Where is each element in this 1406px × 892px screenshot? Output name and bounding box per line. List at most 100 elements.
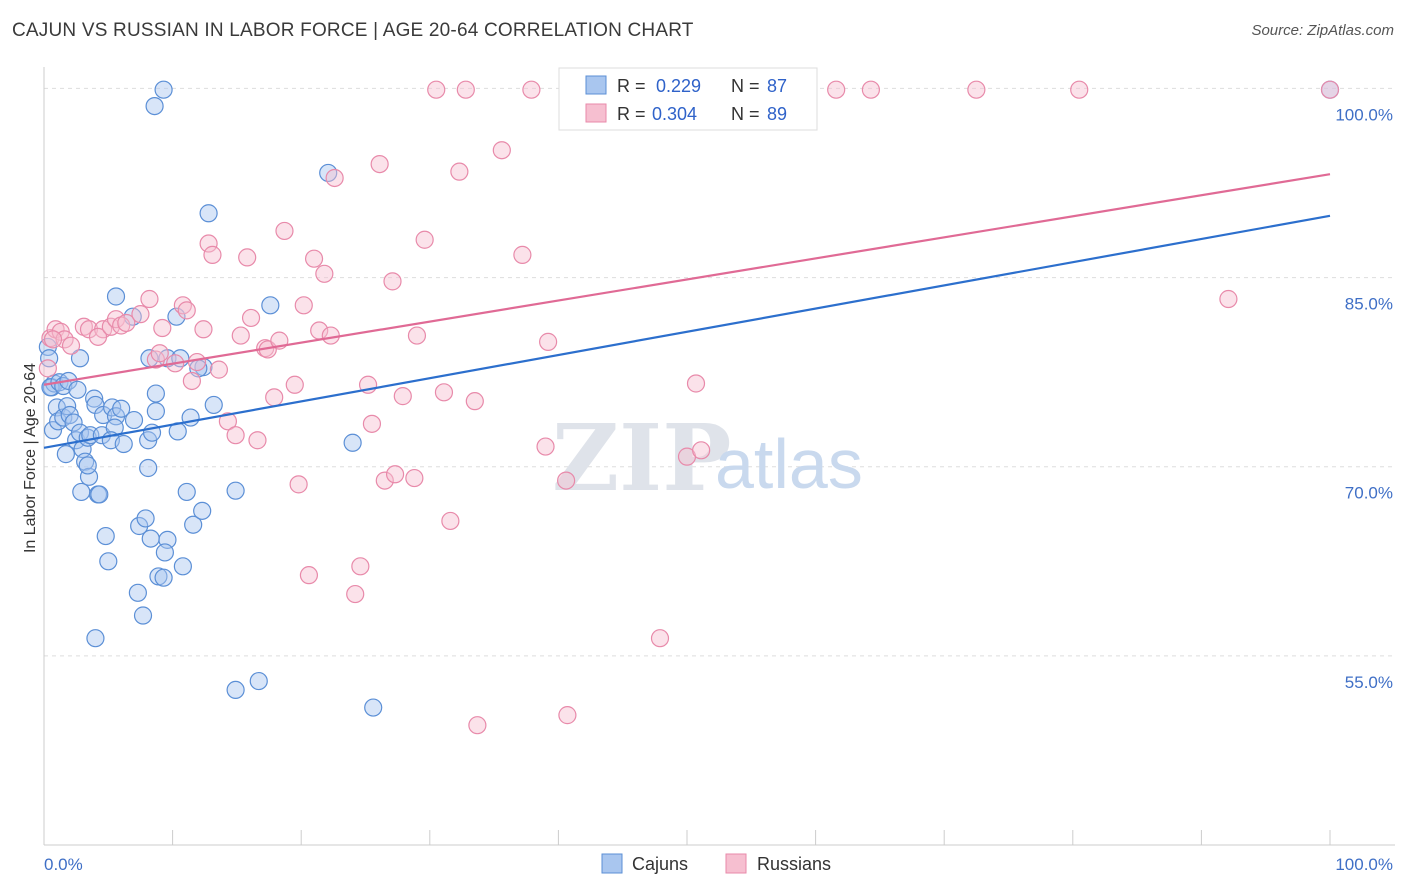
x-tick-label-max: 100.0% xyxy=(1335,855,1393,874)
cajun-point xyxy=(226,680,245,700)
russian-point xyxy=(375,471,394,490)
cajun-point xyxy=(154,568,173,587)
russian-point xyxy=(557,471,576,490)
cajun-point xyxy=(184,515,203,534)
legend-r-value-cajuns: 0.229 xyxy=(656,76,701,96)
russian-point xyxy=(434,383,454,402)
bottom-legend-label-cajuns: Cajuns xyxy=(632,854,688,874)
legend-swatch-cajuns xyxy=(585,75,607,95)
series-cajuns-points xyxy=(38,80,1340,717)
russian-point xyxy=(315,264,334,283)
watermark: ZIP atlas xyxy=(552,404,863,512)
russian-point xyxy=(967,80,986,99)
russian-point xyxy=(407,326,427,345)
cajun-point xyxy=(145,96,164,116)
cajun-point xyxy=(226,481,245,500)
cajun-point xyxy=(343,433,362,452)
russian-point xyxy=(468,716,487,735)
bottom-legend-swatch-russians xyxy=(725,853,747,874)
russian-point xyxy=(1219,289,1238,309)
trendlines xyxy=(43,173,1331,449)
russian-point xyxy=(285,375,304,394)
russian-point xyxy=(61,336,81,355)
russian-point xyxy=(241,308,261,328)
x-ticks xyxy=(43,830,1331,845)
cajun-point xyxy=(199,204,218,223)
russian-point xyxy=(692,441,711,460)
russian-point xyxy=(351,557,370,576)
cajun-point xyxy=(139,458,158,478)
russian-point xyxy=(231,326,250,345)
legend-r-value-russians: 0.304 xyxy=(652,104,697,124)
cajun-point xyxy=(173,557,192,576)
russian-point xyxy=(383,272,402,291)
russian-point xyxy=(362,414,382,433)
cajun-point xyxy=(177,482,196,502)
russian-point xyxy=(38,359,57,378)
russian-point xyxy=(325,168,344,188)
russian-point xyxy=(385,465,405,484)
trendline-cajuns xyxy=(43,214,1331,449)
x-tick-label-min: 0.0% xyxy=(44,855,83,874)
russian-point xyxy=(238,248,257,267)
cajun-point xyxy=(96,526,115,546)
cajun-point xyxy=(112,399,131,418)
russian-point xyxy=(536,437,555,456)
gridlines xyxy=(44,87,1395,657)
bottom-legend-label-russians: Russians xyxy=(757,854,831,874)
axes xyxy=(43,67,1395,846)
cajun-point xyxy=(64,413,83,432)
cajun-point xyxy=(128,583,147,602)
russian-point xyxy=(1320,80,1340,99)
russian-point xyxy=(299,566,319,585)
russian-point xyxy=(194,320,213,339)
cajun-point xyxy=(136,509,155,528)
russian-point xyxy=(226,426,245,445)
russian-point xyxy=(1070,80,1089,99)
chart-title: CAJUN VS RUSSIAN IN LABOR FORCE | AGE 20… xyxy=(12,20,694,41)
legend-swatch-russians xyxy=(585,103,607,123)
cajun-point xyxy=(90,485,109,504)
cajun-point xyxy=(70,349,90,368)
russian-point xyxy=(393,387,412,406)
y-tick-label: 55.0% xyxy=(1345,673,1393,692)
russian-point xyxy=(117,313,136,333)
cajun-point xyxy=(146,384,165,403)
legend-n-label-cajuns: N = xyxy=(731,76,760,96)
russian-point xyxy=(827,80,846,99)
russian-point xyxy=(248,431,267,450)
russian-point xyxy=(150,344,169,363)
russian-point xyxy=(346,584,365,604)
cajun-point xyxy=(249,671,268,691)
russian-point xyxy=(265,388,284,407)
russian-point xyxy=(456,80,475,99)
russian-point xyxy=(492,141,511,160)
cajun-point xyxy=(68,380,87,399)
y-tick-label: 70.0% xyxy=(1345,484,1393,503)
cajun-point xyxy=(43,421,63,440)
russian-point xyxy=(513,245,532,264)
legend-n-value-cajuns: 87 xyxy=(767,76,787,96)
russian-point xyxy=(321,326,340,345)
russian-point xyxy=(43,330,63,349)
russian-point xyxy=(199,234,218,253)
cajun-point xyxy=(155,543,174,562)
cajun-point xyxy=(114,434,133,454)
russian-point xyxy=(187,352,207,372)
russian-point xyxy=(218,412,237,431)
russian-point xyxy=(441,511,460,531)
russian-point xyxy=(304,249,324,268)
cajun-point xyxy=(106,287,126,306)
russian-point xyxy=(294,296,313,315)
russian-point xyxy=(289,475,308,494)
y-tick-labels: 55.0% 70.0% 85.0% 100.0% xyxy=(1335,105,1393,691)
russian-point xyxy=(415,230,434,249)
russian-point xyxy=(370,154,389,174)
cajun-point xyxy=(72,482,91,502)
russian-point xyxy=(558,706,577,725)
cajun-point xyxy=(261,296,280,315)
cajun-point xyxy=(78,456,97,475)
legend-r-label-russians: R = xyxy=(617,104,646,124)
trendline-russians xyxy=(43,173,1331,386)
